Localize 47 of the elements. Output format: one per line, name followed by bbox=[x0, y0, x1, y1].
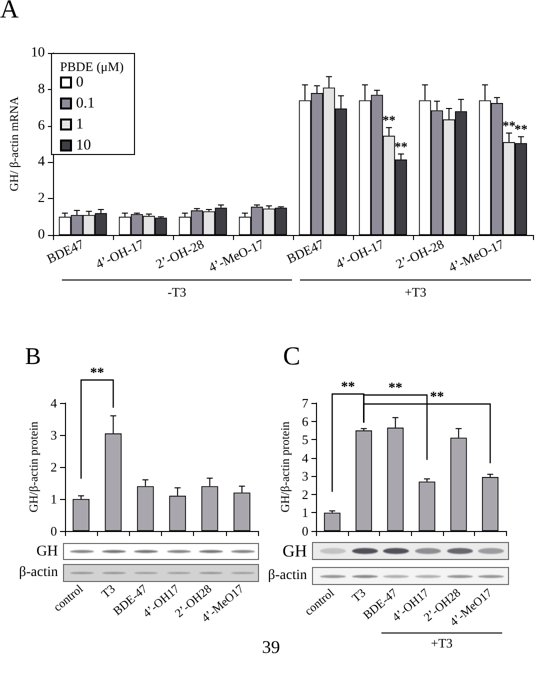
text: 39 bbox=[262, 637, 280, 657]
y-axis-title: GH/β-actin protein bbox=[278, 421, 292, 513]
chart-title: C bbox=[283, 342, 300, 370]
y-tick-label: 8 bbox=[38, 82, 45, 97]
y-tick-label: 4 bbox=[38, 154, 45, 170]
text: ** bbox=[90, 366, 104, 381]
data-label: ** bbox=[514, 122, 528, 137]
y-axis-title: GH/β-actin protein bbox=[26, 421, 41, 513]
legend-label: 10 bbox=[76, 138, 91, 154]
y-tick-label: 0 bbox=[302, 524, 308, 538]
y-tick-label: 1 bbox=[50, 492, 57, 506]
legend-label: 0.1 bbox=[76, 96, 95, 112]
y-tick-label: 4 bbox=[302, 450, 309, 466]
text: β-actin bbox=[268, 568, 307, 583]
data-label: ** bbox=[382, 112, 396, 128]
chart-title: A bbox=[0, 0, 19, 24]
y-tick-label: 2 bbox=[302, 486, 308, 502]
y-tick-label: 5 bbox=[302, 432, 308, 448]
x-tick-label: T3 bbox=[98, 582, 118, 601]
y-tick-label: 3 bbox=[302, 468, 308, 484]
chart-title: B bbox=[25, 344, 42, 370]
y-tick-label: 3 bbox=[50, 428, 57, 442]
text: ** bbox=[341, 380, 355, 395]
data-label: ** bbox=[502, 118, 516, 134]
text: GH bbox=[36, 543, 58, 559]
y-tick-label: 7 bbox=[302, 396, 309, 410]
text: +T3 bbox=[404, 284, 426, 300]
text: +T3 bbox=[430, 636, 453, 650]
y-tick-label: 10 bbox=[30, 46, 45, 60]
y-tick-label: 1 bbox=[302, 505, 308, 520]
y-tick-label: 0 bbox=[50, 524, 57, 538]
y-tick-label: 2 bbox=[38, 191, 45, 206]
text: β-actin bbox=[19, 565, 58, 580]
text: -T3 bbox=[168, 284, 186, 300]
y-tick-label: 4 bbox=[50, 396, 58, 410]
legend-label: 0 bbox=[76, 74, 84, 90]
text: ** bbox=[388, 381, 402, 396]
y-tick-label: 6 bbox=[302, 414, 309, 429]
y-tick-label: 0 bbox=[38, 228, 45, 242]
y-axis-title: GH/ β-actin mRNA bbox=[7, 96, 21, 192]
y-tick-label: 2 bbox=[50, 460, 57, 474]
legend-label: 1 bbox=[76, 116, 84, 132]
legend-title: PBDE (μM) bbox=[60, 59, 124, 74]
text: GH bbox=[282, 542, 307, 560]
y-tick-label: 6 bbox=[38, 118, 45, 134]
data-label: ** bbox=[394, 139, 408, 154]
annotation: ** bbox=[430, 390, 444, 405]
